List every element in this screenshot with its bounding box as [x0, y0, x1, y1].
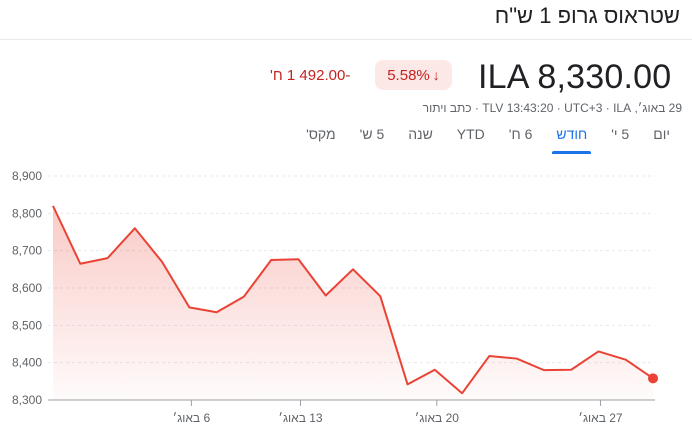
x-tick-label: 20 באוג׳ — [415, 411, 460, 425]
change-percent: 5.58% — [387, 66, 430, 84]
data-point — [133, 226, 137, 230]
x-tick-label: 6 באוג׳ — [173, 411, 211, 425]
tab-range-2[interactable]: חודש — [544, 124, 599, 154]
data-point — [242, 295, 246, 299]
change-percent-badge: 5.58% ↓ — [375, 60, 452, 90]
data-point — [351, 267, 355, 271]
quote-meta: 29 באוג׳, TLV 13:43:20 · UTC+3 · ILA · כ… — [422, 101, 682, 115]
change-absolute: -492.00 1 ח' — [270, 67, 351, 84]
price-area-fill — [53, 205, 653, 400]
data-point — [624, 358, 628, 362]
arrow-down-icon: ↓ — [432, 67, 440, 83]
y-tick-label: 8,800 — [12, 206, 42, 220]
data-point — [269, 258, 273, 262]
header-divider — [0, 39, 692, 40]
x-tick-label: 13 באוג׳ — [278, 411, 323, 425]
data-point — [487, 354, 491, 358]
data-point — [596, 349, 600, 353]
tab-range-7[interactable]: מקס' — [306, 126, 336, 142]
stock-title: שטראוס גרופ 1 ש"ח — [494, 3, 680, 28]
data-point — [433, 368, 437, 372]
data-point — [187, 305, 191, 309]
y-tick-label: 8,300 — [12, 393, 42, 407]
price-line — [52, 205, 654, 395]
data-point — [406, 382, 410, 386]
y-tick-label: 8,400 — [12, 356, 42, 370]
y-tick-label: 8,700 — [12, 244, 42, 258]
y-tick-label: 8,900 — [12, 169, 42, 183]
range-tabs: יום 5 י' חודש 6 ח' YTD שנה 5 ש' מקס' — [294, 124, 682, 154]
x-tick-label: 27 באוג׳ — [578, 411, 623, 425]
current-price: ILA 8,330.00 — [478, 58, 672, 96]
data-point — [106, 256, 110, 260]
data-point — [160, 260, 164, 264]
data-point — [515, 357, 519, 361]
data-point — [569, 368, 573, 372]
tab-range-4[interactable]: YTD — [456, 126, 485, 142]
data-point — [378, 294, 382, 298]
y-tick-label: 8,500 — [12, 318, 42, 332]
data-point — [51, 204, 55, 208]
data-point — [542, 368, 546, 372]
data-point — [215, 310, 219, 314]
tab-range-1[interactable]: 5 י' — [611, 126, 630, 142]
price-chart: 8,300 8,400 8,500 8,600 8,700 8,800 8,900 6 באו… — [12, 169, 658, 425]
tab-range-3[interactable]: 6 ח' — [508, 126, 533, 142]
tab-range-5[interactable]: שנה — [408, 126, 433, 142]
data-point — [460, 391, 464, 395]
data-point — [296, 257, 300, 261]
current-price-dot — [648, 373, 658, 384]
data-point — [324, 293, 328, 297]
tab-range-0[interactable]: יום — [653, 126, 670, 142]
data-point — [78, 262, 82, 266]
tab-range-6[interactable]: 5 ש' — [359, 126, 385, 142]
y-tick-label: 8,600 — [12, 281, 42, 295]
